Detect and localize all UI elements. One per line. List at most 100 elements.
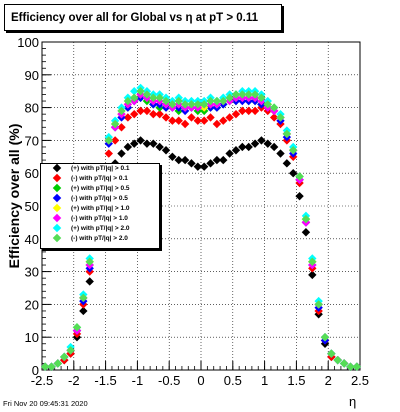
data-point xyxy=(212,155,222,165)
legend-label: (+) with pT/|q| > 0.5 xyxy=(71,185,130,192)
data-point xyxy=(206,96,215,106)
data-point xyxy=(155,109,164,119)
legend-label: (+) with pT/|q| > 2.0 xyxy=(71,225,130,232)
data-point xyxy=(110,119,120,129)
x-tick-label: -1 xyxy=(132,373,144,388)
y-tick-label: 40 xyxy=(25,232,39,247)
data-point xyxy=(301,228,311,237)
data-point xyxy=(79,293,88,303)
x-tick-label: -2 xyxy=(68,373,80,388)
data-point xyxy=(244,106,253,116)
y-tick-label: 50 xyxy=(25,199,39,214)
x-tick-label: 1.5 xyxy=(287,373,305,388)
legend-label: (+) with pT/|q| > 0.1 xyxy=(71,165,130,172)
data-point xyxy=(263,100,272,109)
data-point xyxy=(168,116,177,125)
data-point xyxy=(289,169,298,178)
data-point xyxy=(130,93,139,102)
data-point xyxy=(104,136,113,145)
data-point xyxy=(346,362,355,371)
data-point xyxy=(193,116,203,125)
data-point xyxy=(187,113,196,122)
data-point xyxy=(295,172,304,181)
data-point xyxy=(231,109,241,119)
data-point xyxy=(168,100,177,109)
data-point xyxy=(155,93,164,102)
data-point xyxy=(219,116,228,125)
data-point xyxy=(238,142,247,152)
data-point xyxy=(212,119,222,129)
x-tick-label: -2.5 xyxy=(31,373,53,388)
legend-label: (-) with pT/|q| > 1.0 xyxy=(71,215,128,222)
data-point xyxy=(199,100,209,109)
data-point xyxy=(66,346,75,355)
x-axis-label: η xyxy=(349,394,357,409)
data-point xyxy=(320,333,330,342)
data-point xyxy=(308,257,317,266)
legend-marker xyxy=(52,203,62,213)
legend-marker xyxy=(52,183,62,193)
data-point xyxy=(72,323,82,332)
data-point xyxy=(231,90,241,99)
x-tick-label: 0 xyxy=(197,373,204,388)
data-point xyxy=(130,139,139,148)
data-point xyxy=(314,300,323,309)
data-point xyxy=(193,100,203,109)
data-point xyxy=(289,146,298,155)
chart-title: Efficiency over all for Global vs η at p… xyxy=(4,4,282,31)
data-point xyxy=(187,159,196,168)
x-tick-label: 0.5 xyxy=(224,373,242,388)
data-point xyxy=(333,355,342,365)
data-point xyxy=(193,162,203,171)
data-point xyxy=(257,136,266,145)
data-point xyxy=(282,159,292,168)
data-point xyxy=(327,349,336,358)
data-point xyxy=(244,90,253,99)
legend-marker xyxy=(52,213,62,223)
legend-label: (-) with pT/|q| > 0.1 xyxy=(71,175,128,182)
data-point xyxy=(301,214,311,224)
data-point xyxy=(276,113,285,122)
data-point xyxy=(269,142,279,152)
x-tick-label: 2 xyxy=(325,373,332,388)
data-point xyxy=(250,90,260,99)
x-tick-label: -0.5 xyxy=(158,373,180,388)
legend-entry: (+) with pT/|q| > 0.1 xyxy=(41,163,159,174)
data-point xyxy=(199,116,209,125)
data-point xyxy=(60,352,69,362)
data-point xyxy=(117,149,126,158)
data-point xyxy=(161,146,171,155)
data-point xyxy=(257,93,266,102)
data-point xyxy=(250,106,260,116)
data-point xyxy=(85,277,94,286)
data-point xyxy=(238,106,247,116)
data-point xyxy=(149,109,158,119)
legend-entry: (+) with pT/|q| > 2.0 xyxy=(41,223,159,234)
data-point xyxy=(155,142,164,152)
legend-marker xyxy=(52,163,62,173)
data-point xyxy=(142,139,152,148)
x-tick-label: 1 xyxy=(261,373,268,388)
data-point xyxy=(110,136,120,145)
data-point xyxy=(53,359,63,368)
data-point xyxy=(295,191,304,201)
data-point xyxy=(149,139,158,148)
data-point xyxy=(136,106,145,116)
legend-marker xyxy=(52,173,62,183)
data-point xyxy=(117,106,126,116)
y-tick-label: 90 xyxy=(25,68,39,83)
data-point xyxy=(180,100,190,109)
data-point xyxy=(117,123,126,132)
y-tick-label: 10 xyxy=(25,330,39,345)
y-tick-label: 20 xyxy=(25,297,39,312)
data-point xyxy=(104,149,113,158)
data-point xyxy=(250,139,260,148)
legend-entry: (-) with pT/|q| > 2.0 xyxy=(41,233,159,244)
legend-label: (-) with pT/|q| > 0.5 xyxy=(71,195,128,202)
data-point xyxy=(352,362,362,371)
data-point xyxy=(142,90,152,99)
data-point xyxy=(219,155,228,165)
data-point xyxy=(282,129,292,139)
legend-marker xyxy=(52,223,62,233)
timestamp-footer: Fri Nov 20 09:45:31 2020 xyxy=(3,399,88,408)
